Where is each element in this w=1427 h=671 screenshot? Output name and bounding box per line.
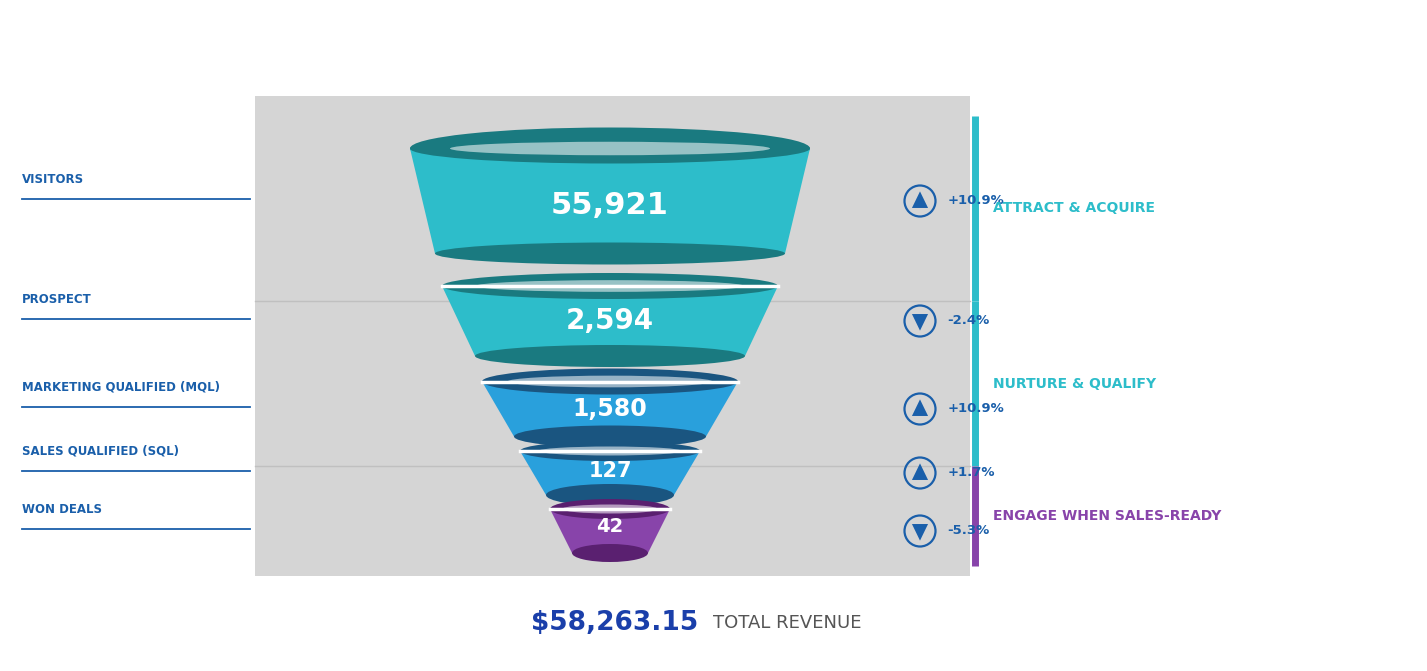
- Ellipse shape: [549, 499, 671, 519]
- Polygon shape: [912, 314, 928, 331]
- Polygon shape: [912, 399, 928, 416]
- Text: 1,580: 1,580: [572, 397, 648, 421]
- Ellipse shape: [562, 505, 658, 513]
- Ellipse shape: [519, 441, 701, 461]
- Text: +10.9%: +10.9%: [948, 195, 1005, 207]
- Ellipse shape: [410, 127, 811, 170]
- Text: 2,594: 2,594: [567, 307, 654, 335]
- Polygon shape: [519, 451, 701, 495]
- Text: SALES QUALIFIED (SQL): SALES QUALIFIED (SQL): [21, 445, 178, 458]
- Polygon shape: [912, 191, 928, 208]
- Text: -5.3%: -5.3%: [948, 525, 990, 537]
- Ellipse shape: [442, 273, 778, 299]
- Ellipse shape: [572, 544, 648, 562]
- Text: TOTAL REVENUE: TOTAL REVENUE: [714, 614, 862, 632]
- Text: NURTURE & QUALIFY: NURTURE & QUALIFY: [993, 376, 1156, 391]
- Ellipse shape: [475, 280, 745, 292]
- Text: WON DEALS: WON DEALS: [21, 503, 101, 516]
- Ellipse shape: [430, 136, 791, 160]
- Polygon shape: [442, 286, 778, 356]
- Text: 55,921: 55,921: [551, 191, 669, 221]
- Polygon shape: [912, 524, 928, 541]
- Ellipse shape: [547, 484, 674, 506]
- Text: 42: 42: [596, 517, 624, 537]
- Ellipse shape: [482, 368, 738, 395]
- Polygon shape: [912, 464, 928, 480]
- Text: ENGAGE WHEN SALES-READY: ENGAGE WHEN SALES-READY: [993, 509, 1222, 523]
- Text: +1.7%: +1.7%: [948, 466, 995, 480]
- Ellipse shape: [538, 446, 682, 456]
- Ellipse shape: [450, 142, 771, 155]
- Ellipse shape: [514, 425, 706, 448]
- Ellipse shape: [410, 134, 811, 164]
- Polygon shape: [482, 382, 738, 437]
- Text: ATTRACT & ACQUIRE: ATTRACT & ACQUIRE: [993, 201, 1154, 215]
- Ellipse shape: [475, 345, 745, 367]
- Text: -2.4%: -2.4%: [948, 315, 990, 327]
- Ellipse shape: [508, 376, 712, 387]
- Text: VISITORS: VISITORS: [21, 173, 84, 186]
- Polygon shape: [410, 148, 811, 254]
- Ellipse shape: [435, 242, 785, 264]
- Text: +10.9%: +10.9%: [948, 403, 1005, 415]
- Text: PROSPECT: PROSPECT: [21, 293, 91, 306]
- Text: MARKETING QUALIFIED (MQL): MARKETING QUALIFIED (MQL): [21, 381, 220, 394]
- Polygon shape: [549, 509, 671, 553]
- Text: 127: 127: [588, 461, 632, 481]
- Text: $58,263.15: $58,263.15: [531, 610, 698, 636]
- Bar: [255, 96, 970, 576]
